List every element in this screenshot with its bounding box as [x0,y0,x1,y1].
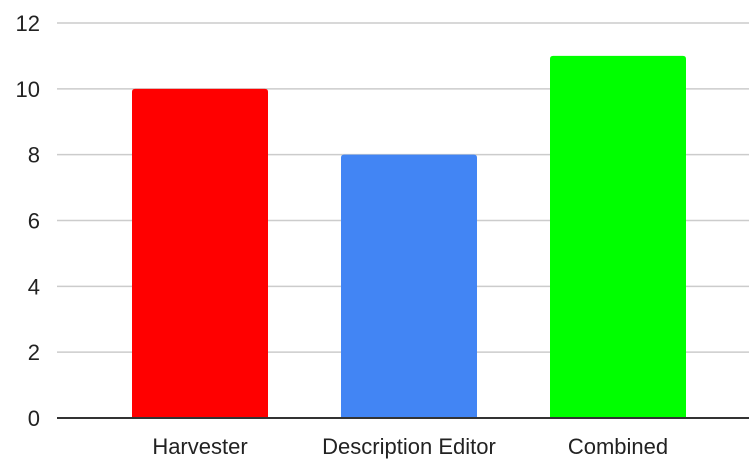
x-tick-label: Description Editor [322,434,496,459]
y-tick-label: 4 [28,274,40,299]
y-tick-label: 2 [28,340,40,365]
bar-combined [550,55,686,419]
y-tick-label: 0 [28,406,40,431]
y-tick-label: 12 [16,11,40,36]
bars [132,55,686,419]
y-tick-label: 6 [28,209,40,234]
y-axis-ticks: 0 2 4 6 8 10 12 [16,11,40,431]
x-axis-labels: Harvester Description Editor Combined [152,434,668,459]
x-tick-label: Harvester [152,434,247,459]
bar-description-editor [341,154,477,418]
y-tick-label: 10 [16,77,40,102]
y-tick-label: 8 [28,143,40,168]
bar-harvester [132,88,268,418]
x-tick-label: Combined [568,434,668,459]
